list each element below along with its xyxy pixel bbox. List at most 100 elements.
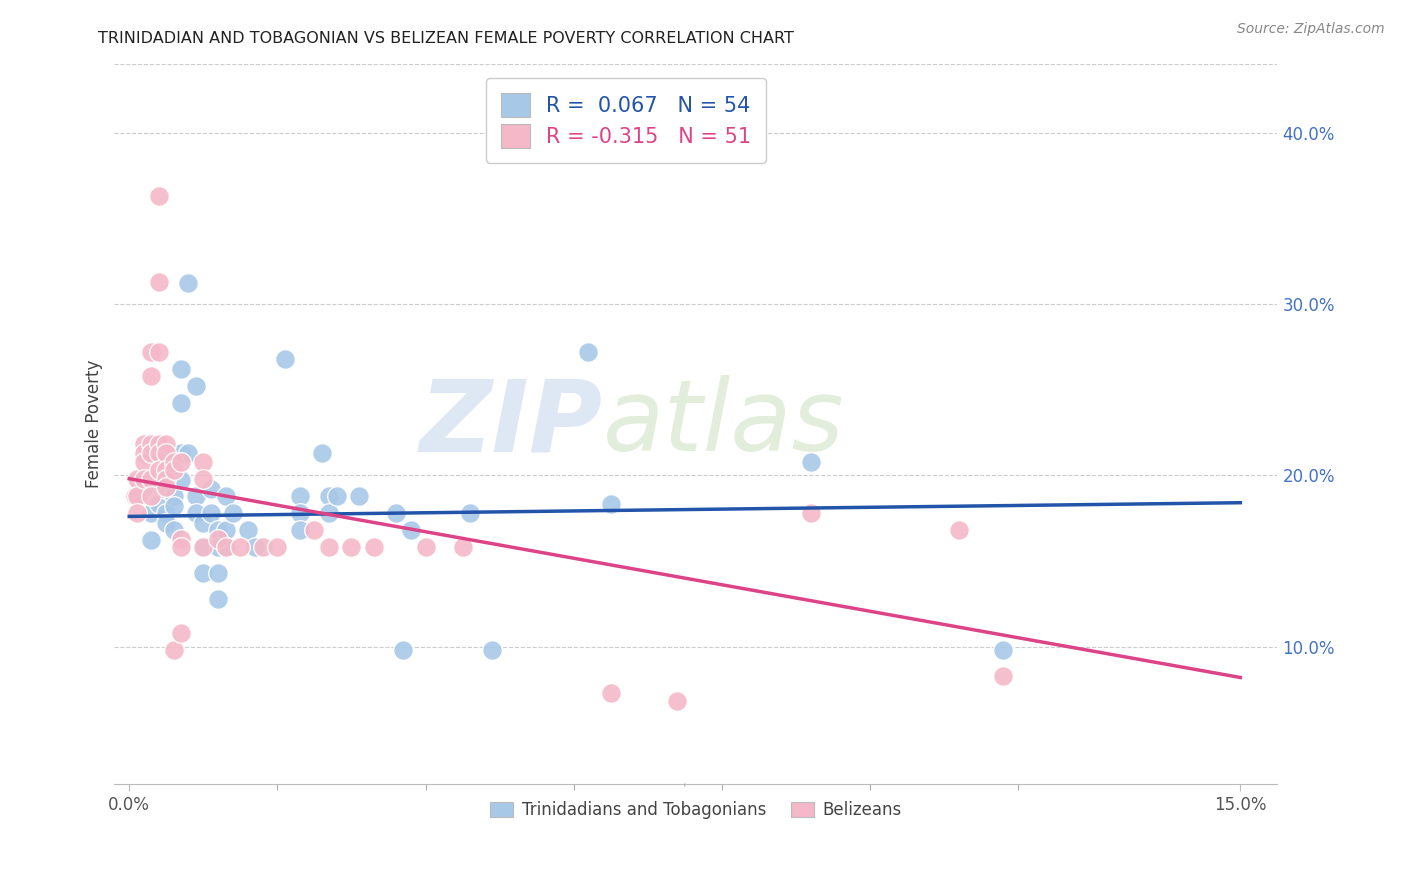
Point <box>184 506 207 520</box>
Point <box>148 463 170 477</box>
Point <box>155 506 177 520</box>
Point <box>288 489 311 503</box>
Point <box>170 541 193 555</box>
Point <box>252 541 274 555</box>
Point <box>288 506 311 520</box>
Point <box>214 541 236 555</box>
Point <box>124 489 146 503</box>
Point <box>132 480 155 494</box>
Point <box>155 482 177 496</box>
Point <box>399 523 422 537</box>
Point <box>125 472 148 486</box>
Point <box>125 489 148 503</box>
Point <box>243 541 266 555</box>
Point <box>148 437 170 451</box>
Point <box>163 454 186 468</box>
Point <box>193 566 215 580</box>
Point <box>222 506 245 520</box>
Point <box>214 489 236 503</box>
Point <box>155 472 177 486</box>
Point <box>132 472 155 486</box>
Point <box>155 437 177 451</box>
Text: Source: ZipAtlas.com: Source: ZipAtlas.com <box>1237 22 1385 37</box>
Point <box>148 498 170 512</box>
Point <box>184 489 207 503</box>
Point <box>207 532 229 546</box>
Point <box>207 523 229 537</box>
Point <box>170 454 193 468</box>
Point <box>347 489 370 503</box>
Point <box>155 446 177 460</box>
Point <box>163 489 186 503</box>
Point <box>578 345 600 359</box>
Point <box>141 472 163 486</box>
Point <box>318 489 340 503</box>
Point <box>155 516 177 531</box>
Point <box>163 643 186 657</box>
Point <box>363 541 385 555</box>
Point <box>155 480 177 494</box>
Point <box>184 379 207 393</box>
Point <box>193 472 215 486</box>
Point <box>170 362 193 376</box>
Point <box>193 541 215 555</box>
Y-axis label: Female Poverty: Female Poverty <box>86 359 103 488</box>
Point <box>141 506 163 520</box>
Point <box>311 446 333 460</box>
Point <box>200 482 222 496</box>
Point <box>193 516 215 531</box>
Point <box>207 541 229 555</box>
Point <box>125 506 148 520</box>
Legend: Trinidadians and Tobagonians, Belizeans: Trinidadians and Tobagonians, Belizeans <box>484 795 908 826</box>
Point <box>599 498 621 512</box>
Point <box>170 474 193 488</box>
Point <box>340 541 363 555</box>
Point <box>481 643 503 657</box>
Point <box>163 499 186 513</box>
Point <box>800 454 823 468</box>
Point <box>141 368 163 383</box>
Point <box>141 533 163 548</box>
Point <box>177 446 200 460</box>
Point <box>993 669 1015 683</box>
Point <box>948 523 970 537</box>
Point <box>141 446 163 460</box>
Point <box>125 485 148 500</box>
Point <box>141 345 163 359</box>
Point <box>207 591 229 606</box>
Point <box>325 489 347 503</box>
Point <box>415 541 437 555</box>
Point <box>200 506 222 520</box>
Point <box>163 523 186 537</box>
Point <box>163 463 186 477</box>
Point <box>193 454 215 468</box>
Point <box>177 277 200 291</box>
Point <box>385 506 408 520</box>
Text: TRINIDADIAN AND TOBAGONIAN VS BELIZEAN FEMALE POVERTY CORRELATION CHART: TRINIDADIAN AND TOBAGONIAN VS BELIZEAN F… <box>98 31 794 46</box>
Point <box>993 643 1015 657</box>
Point <box>214 541 236 555</box>
Point <box>148 345 170 359</box>
Point <box>599 686 621 700</box>
Point <box>132 446 155 460</box>
Point <box>193 541 215 555</box>
Point <box>274 351 297 366</box>
Point <box>170 446 193 460</box>
Point <box>170 396 193 410</box>
Point <box>141 437 163 451</box>
Point <box>236 523 259 537</box>
Point <box>141 489 163 503</box>
Point <box>318 506 340 520</box>
Point <box>132 454 155 468</box>
Point <box>266 541 288 555</box>
Point <box>170 626 193 640</box>
Point <box>666 694 689 708</box>
Point <box>170 532 193 546</box>
Point <box>318 541 340 555</box>
Point <box>451 541 474 555</box>
Point <box>148 275 170 289</box>
Point <box>800 506 823 520</box>
Point <box>132 437 155 451</box>
Point <box>207 566 229 580</box>
Point <box>155 463 177 477</box>
